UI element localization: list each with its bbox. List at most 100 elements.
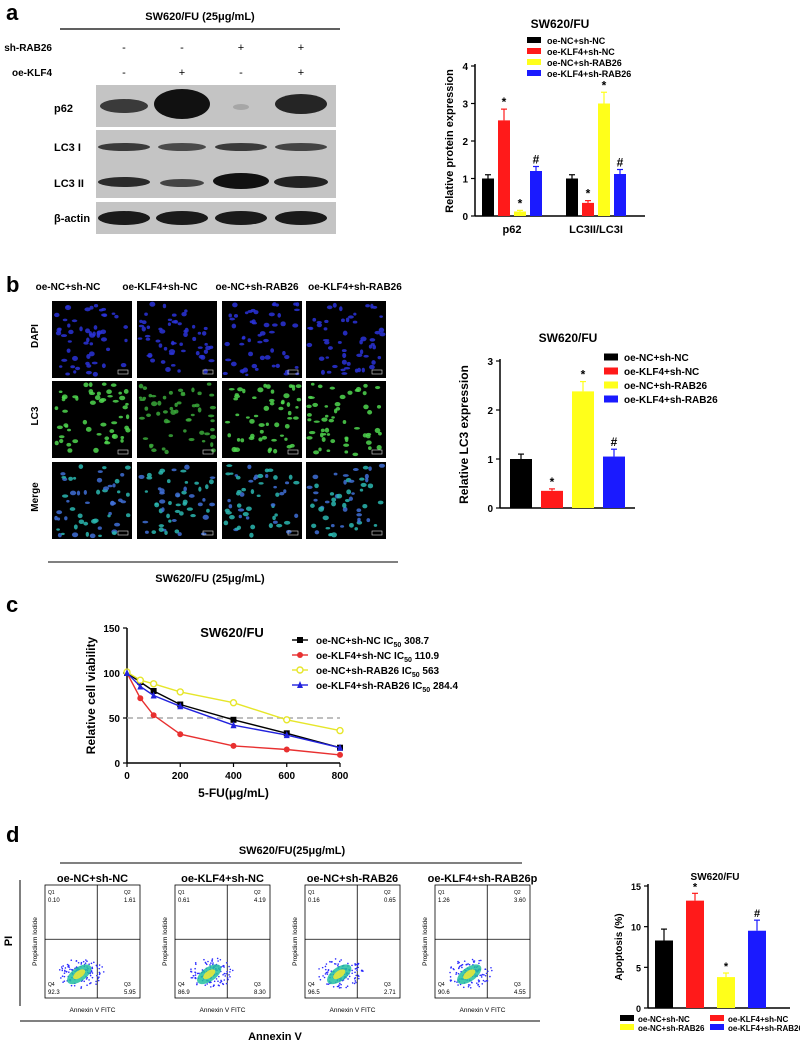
- cell: [352, 452, 359, 457]
- cell: [83, 341, 89, 345]
- cell: [347, 390, 353, 395]
- cell: [276, 523, 283, 528]
- inner-y-label: Propidium Iodide: [292, 917, 299, 966]
- cell: [204, 432, 210, 436]
- quadrant-value: 3.60: [514, 898, 526, 904]
- bar: [572, 391, 594, 508]
- y-tick-label: 0: [636, 1004, 641, 1014]
- event-dot: [218, 975, 220, 978]
- event-dot: [65, 971, 68, 973]
- legend-swatch: [527, 70, 541, 76]
- blot-sign: +: [298, 42, 304, 54]
- cell: [117, 498, 123, 503]
- cell: [344, 436, 349, 440]
- cell: [68, 329, 74, 335]
- cell: [223, 520, 229, 526]
- cell: [356, 353, 363, 357]
- blot-band: [100, 99, 148, 113]
- event-dot: [102, 971, 105, 973]
- cell: [78, 464, 84, 469]
- event-dot: [73, 984, 76, 987]
- cell: [258, 423, 265, 427]
- cell: [356, 508, 362, 513]
- quadrant-label: Q3: [514, 982, 521, 988]
- legend-label: oe-KLF4+sh-RAB26 IC50 284.4: [316, 681, 458, 694]
- event-dot: [98, 964, 101, 966]
- cell: [166, 513, 170, 519]
- event-dot: [224, 975, 227, 977]
- cell: [273, 475, 278, 480]
- data-point: [137, 695, 144, 702]
- blot-sign: +: [238, 42, 244, 54]
- event-dot: [70, 984, 73, 987]
- event-dot: [458, 965, 461, 968]
- quadrant-label: Q3: [384, 982, 391, 988]
- cell: [183, 429, 187, 433]
- cell: [199, 430, 205, 435]
- cell: [98, 534, 102, 538]
- cell: [82, 419, 88, 425]
- event-dot: [471, 958, 474, 961]
- event-dot: [95, 964, 98, 967]
- cell: [100, 337, 108, 342]
- cell: [307, 418, 312, 422]
- cell: [107, 484, 113, 488]
- event-dot: [479, 974, 481, 977]
- event-dot: [336, 985, 339, 988]
- quadrant-value: 90.6: [438, 990, 450, 996]
- data-point: [229, 698, 238, 707]
- micrograph: [222, 301, 302, 378]
- event-dot: [206, 983, 208, 985]
- cell: [365, 440, 372, 445]
- cell: [253, 476, 257, 481]
- event-dot: [219, 981, 222, 984]
- event-dot: [330, 961, 333, 963]
- quadrant-label: Q2: [514, 890, 521, 896]
- cell: [275, 492, 280, 497]
- y-tick-label: 3: [487, 357, 493, 368]
- cell: [320, 428, 325, 433]
- cell-viability-chart: 0 50 100 150 0 200 400 600 800 SW620/FU 5-FU(μg/mL…: [84, 624, 458, 800]
- legend-ic-value: 563: [420, 666, 440, 677]
- band-label: LC3 II: [54, 178, 84, 190]
- cell: [239, 342, 245, 346]
- legend-label: oe-KLF4+sh-RAB26: [547, 69, 631, 79]
- group-label: oe-NC+sh-RAB26: [215, 282, 299, 293]
- cell: [209, 476, 216, 479]
- event-dot: [325, 963, 328, 965]
- cell: [97, 526, 102, 530]
- blot-sign: -: [122, 67, 126, 79]
- cell: [194, 403, 200, 408]
- cell: [65, 305, 70, 308]
- event-dot: [322, 975, 324, 977]
- cell: [89, 400, 96, 405]
- cell: [259, 331, 266, 336]
- legend-swatch: [620, 1024, 634, 1030]
- cell: [151, 448, 157, 453]
- cell: [367, 483, 374, 489]
- cell: [155, 339, 161, 343]
- cell: [314, 530, 320, 535]
- cell: [342, 506, 348, 512]
- cell: [372, 344, 377, 350]
- event-dot: [203, 958, 205, 961]
- cell: [231, 323, 237, 329]
- cell: [151, 401, 158, 407]
- cell: [248, 351, 254, 357]
- cell: [163, 346, 168, 351]
- cell: [190, 413, 195, 417]
- data-point: [296, 666, 304, 674]
- cell: [307, 395, 313, 399]
- cell: [68, 476, 74, 481]
- legend-label: oe-KLF4+sh-RAB26: [624, 395, 718, 406]
- quadrant-label: Q2: [254, 890, 261, 896]
- cell: [77, 513, 83, 519]
- cell: [321, 437, 326, 442]
- data-point: [297, 637, 303, 643]
- cell: [175, 503, 181, 507]
- data-point: [283, 716, 291, 724]
- cell: [324, 414, 329, 418]
- event-dot: [62, 981, 64, 983]
- event-dot: [190, 971, 193, 973]
- cell: [206, 508, 210, 513]
